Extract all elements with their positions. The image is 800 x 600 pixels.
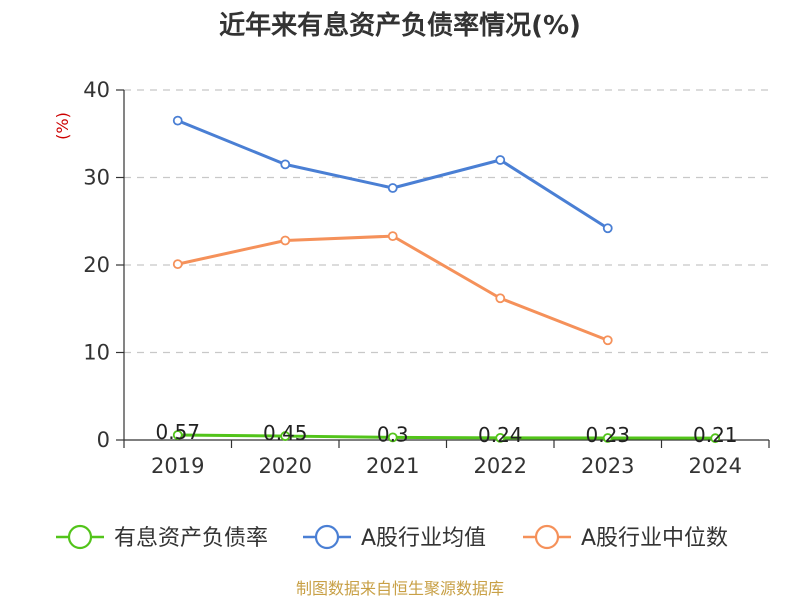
data-labels: 0.57 0.45 0.3 0.24 0.23 0.21: [155, 420, 737, 447]
y-tick-label: 30: [83, 166, 110, 190]
data-point: [280, 235, 291, 246]
data-label: 0.24: [478, 423, 523, 447]
chart-title: 近年来有息资产负债率情况(%): [219, 10, 581, 41]
data-point: [387, 432, 398, 443]
legend-item[interactable]: A股行业中位数: [523, 524, 728, 551]
data-point: [602, 433, 613, 443]
x-tick-label: 2023: [581, 454, 634, 478]
gridlines: [124, 89, 769, 354]
data-point: [280, 431, 291, 441]
series-line: [177, 433, 716, 440]
y-tick-label: 40: [83, 78, 110, 102]
data-point: [387, 231, 398, 242]
x-tick-label: 2022: [474, 454, 527, 478]
data-point: [172, 115, 183, 126]
data-point: [172, 430, 183, 440]
legend-marker: [67, 524, 93, 550]
data-label: 0.23: [585, 423, 630, 447]
data-point: [172, 259, 183, 270]
y-tick-label: 20: [83, 253, 110, 277]
series-layer: [172, 115, 721, 444]
data-label: 0.57: [155, 420, 200, 444]
data-label: 0.3: [377, 422, 409, 446]
data-point: [710, 433, 721, 444]
x-tick-label: 2021: [366, 454, 419, 478]
data-point: [387, 183, 398, 193]
data-label: 0.21: [693, 423, 738, 447]
data-point: [280, 159, 291, 170]
legend-item[interactable]: 有息资产负债率: [56, 524, 268, 551]
x-tick-label: 2019: [151, 454, 204, 478]
legend: 有息资产负债率 A股行业均值 A股行业中位数: [56, 524, 728, 551]
series-line: [177, 234, 609, 342]
y-tick-label: 10: [83, 341, 110, 365]
y-tick-label: 0: [97, 428, 110, 452]
data-label: 0.45: [263, 421, 308, 445]
series-0: [172, 430, 721, 444]
legend-label: A股行业均值: [361, 526, 486, 551]
series-line: [177, 119, 609, 230]
source-note: 制图数据来自恒生聚源数据库: [296, 579, 504, 598]
legend-marker: [534, 524, 560, 550]
x-tick-label: 2024: [689, 454, 742, 478]
data-point: [495, 432, 506, 443]
data-point: [602, 223, 613, 234]
x-tick-label: 2020: [259, 454, 312, 478]
data-point: [495, 155, 506, 165]
series-2: [172, 231, 613, 346]
y-axis-unit: (%): [53, 112, 72, 140]
series-1: [172, 115, 613, 234]
legend-label: A股行业中位数: [581, 526, 728, 551]
axes: 0 10 20 30 40 2019 2020 2021 2022 2023 2024: [83, 78, 770, 478]
data-point: [495, 293, 506, 304]
legend-marker: [314, 524, 340, 550]
data-point: [602, 335, 613, 346]
legend-item[interactable]: A股行业均值: [303, 524, 486, 551]
legend-label: 有息资产负债率: [114, 526, 268, 551]
